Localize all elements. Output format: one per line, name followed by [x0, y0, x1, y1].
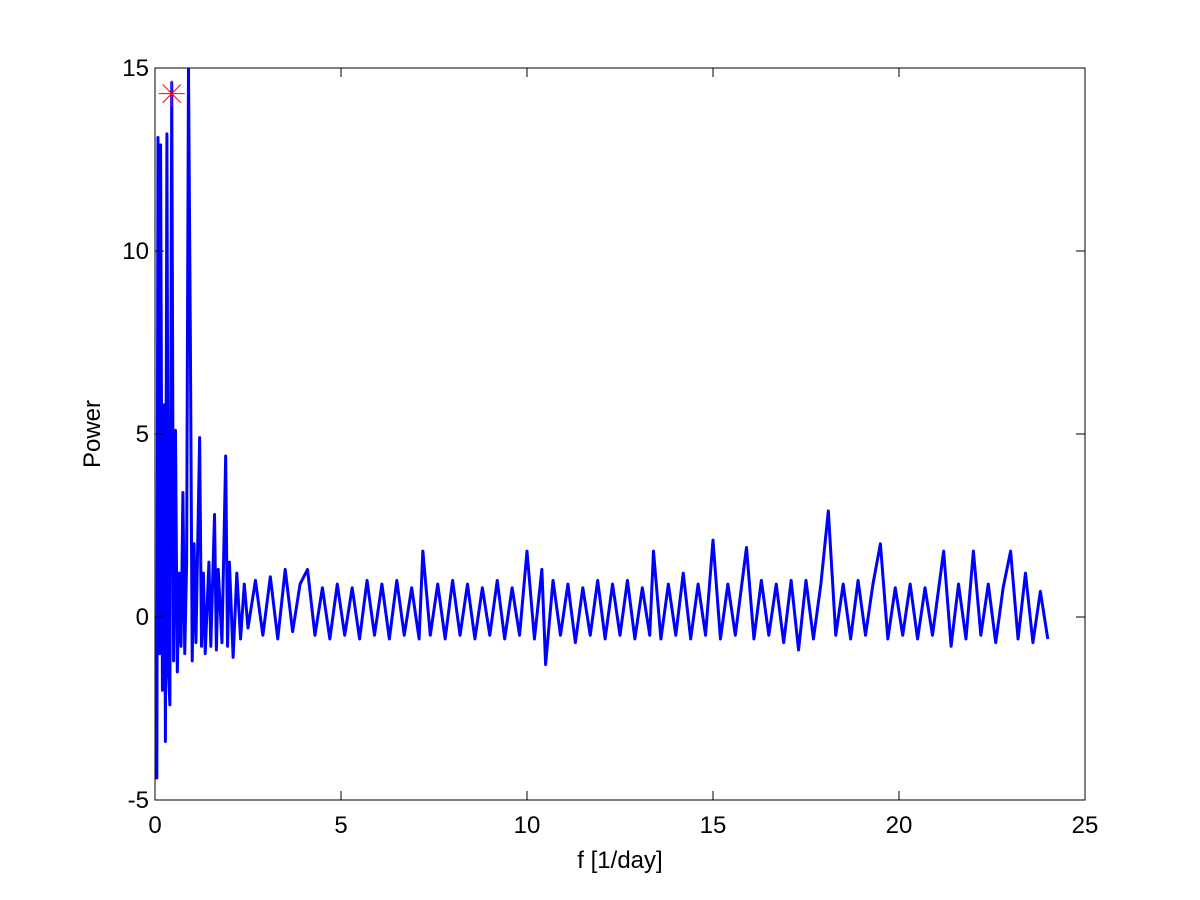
y-tick-label: 15 [122, 55, 149, 82]
y-tick-label: -5 [128, 787, 149, 814]
x-tick-label: 5 [334, 812, 347, 839]
x-tick-label: 0 [148, 812, 161, 839]
y-axis-label: Power [79, 400, 106, 468]
x-tick-label: 20 [886, 812, 913, 839]
x-tick-label: 10 [514, 812, 541, 839]
x-tick-label: 15 [700, 812, 727, 839]
plot-box [154, 67, 1086, 801]
peak-marker [158, 80, 185, 107]
y-tick-label: 0 [136, 604, 149, 631]
y-tick-label: 10 [122, 238, 149, 265]
y-tick-label: 5 [136, 421, 149, 448]
data-line [155, 68, 1050, 780]
x-axis-label: f [1/day] [577, 847, 662, 874]
x-tick-label: 25 [1072, 812, 1099, 839]
marker-stroke [162, 84, 182, 104]
plot-area [155, 68, 1050, 780]
